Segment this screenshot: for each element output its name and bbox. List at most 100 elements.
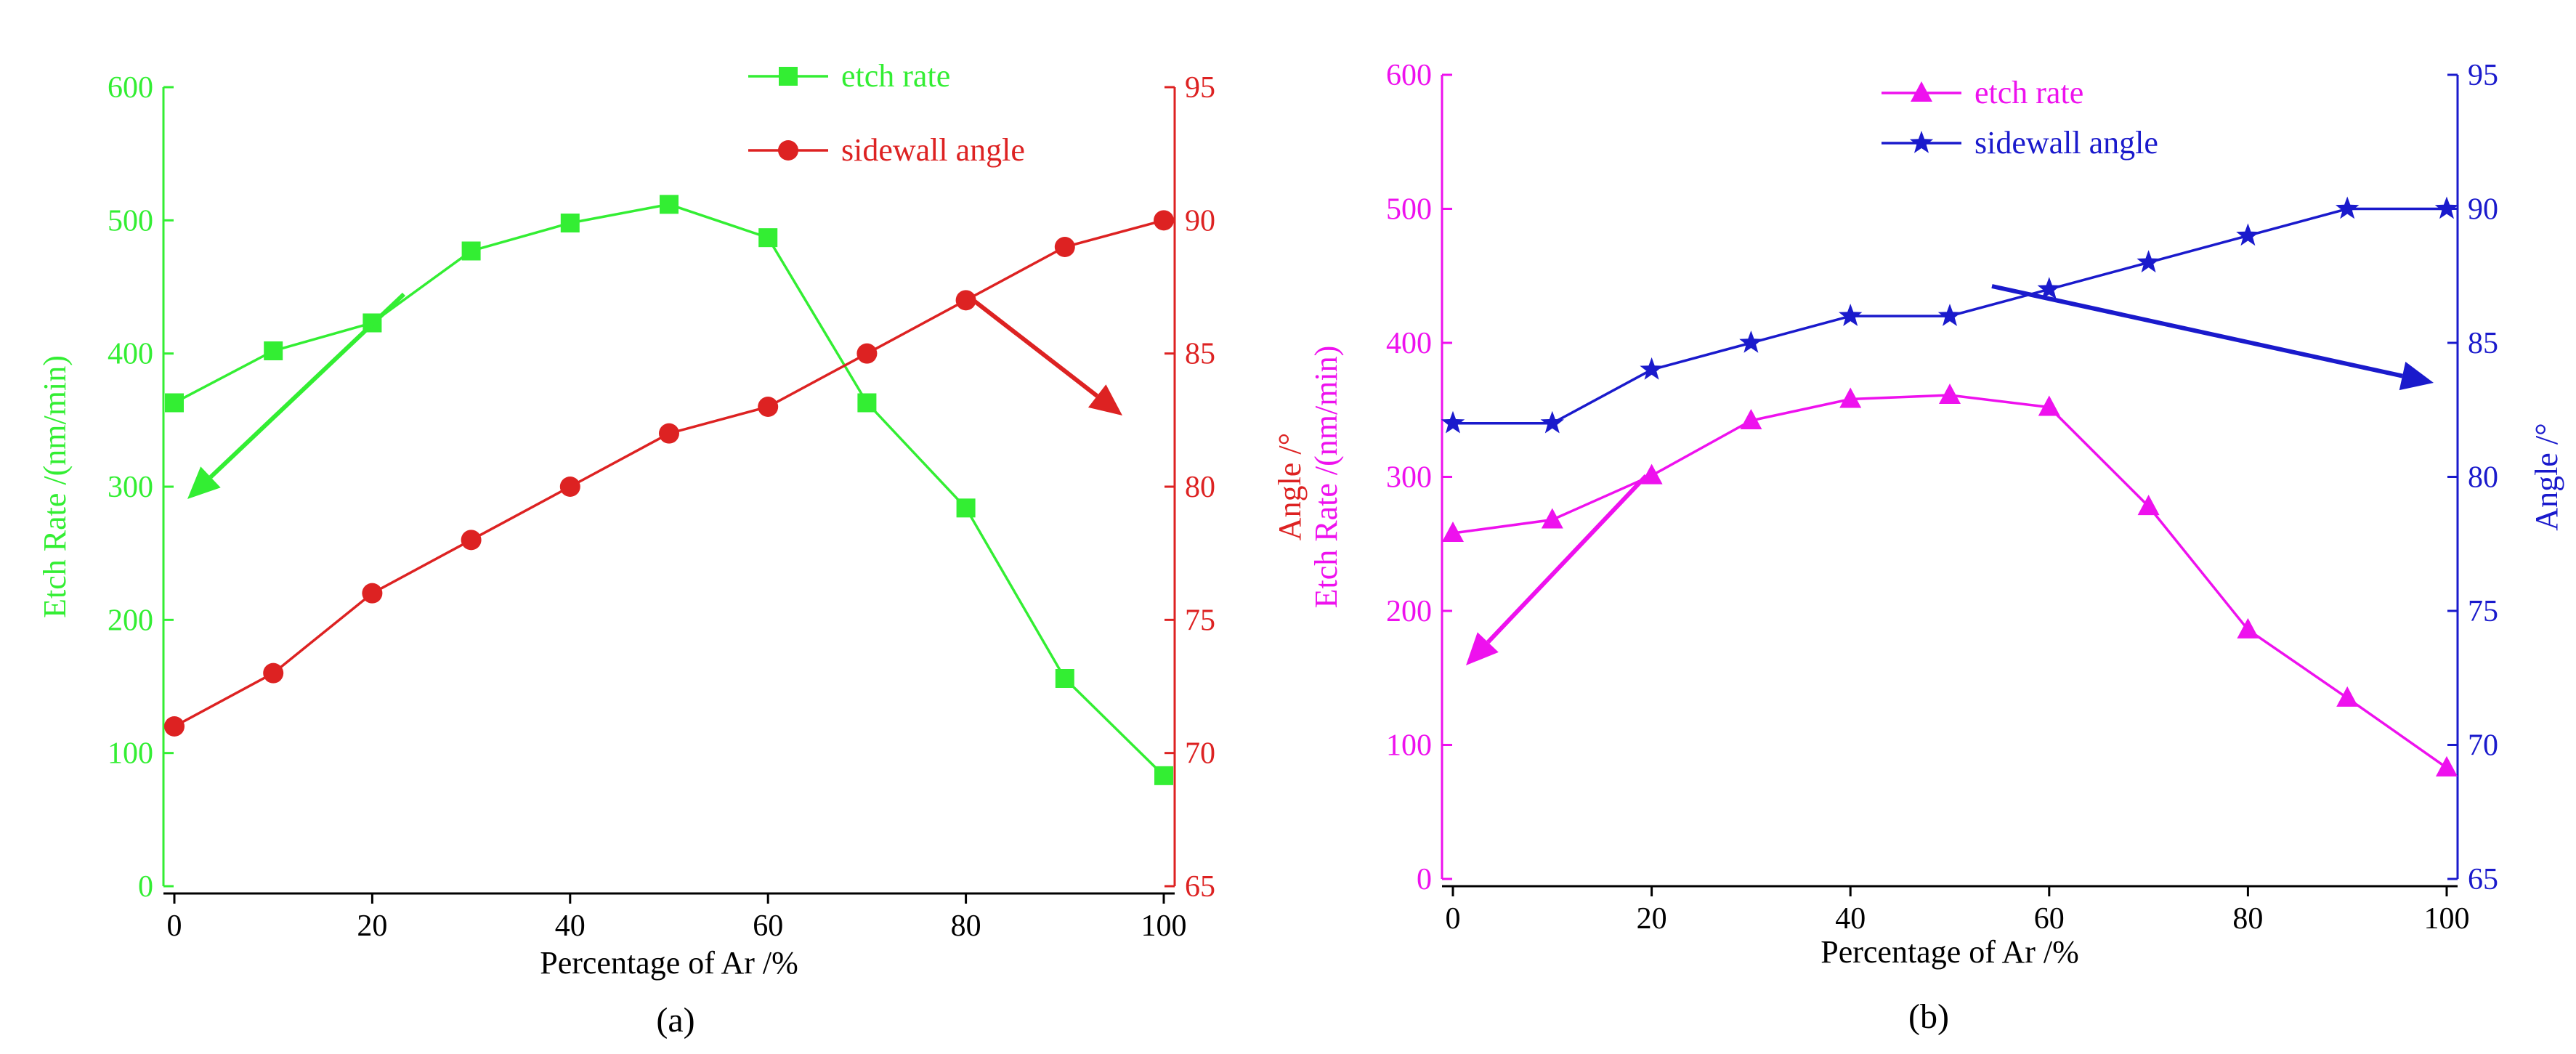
annotation-arrow-etch-rate-head	[1466, 632, 1499, 665]
data-point-etch-rate	[461, 241, 481, 261]
data-point-sidewall-angle	[362, 583, 383, 604]
right-y-tick-label: 70	[2468, 729, 2498, 763]
data-point-etch-rate	[758, 228, 778, 248]
data-point-etch-rate	[165, 393, 184, 413]
data-point-sidewall-angle	[2037, 277, 2061, 299]
left-y-tick-label: 300	[1386, 461, 1432, 495]
data-point-sidewall-angle	[856, 343, 878, 364]
x-tick-label: 20	[357, 909, 387, 943]
legend-label: sidewall angle	[841, 132, 1025, 168]
right-y-tick-label: 75	[1185, 604, 1215, 637]
data-point-sidewall-angle	[559, 477, 580, 497]
legend-label: etch rate	[841, 58, 950, 94]
right-y-tick-label: 80	[2468, 461, 2498, 495]
right-y-tick-label: 95	[1185, 71, 1215, 105]
x-axis-title: Percentage of Ar /%	[540, 945, 798, 981]
left-y-tick-label: 400	[108, 338, 153, 371]
legend-marker	[1911, 81, 1932, 102]
data-point-sidewall-angle	[1441, 410, 1465, 434]
data-point-sidewall-angle	[1739, 331, 1763, 353]
right-y-tick-label: 75	[2468, 595, 2498, 628]
data-point-sidewall-angle	[164, 716, 185, 737]
left-y-tick-label: 200	[108, 604, 153, 637]
left-y-axis-title: Etch Rate /(nm/min)	[1308, 346, 1344, 609]
data-point-sidewall-angle	[1640, 357, 1664, 380]
series-line-etch-rate	[1452, 394, 2448, 769]
x-tick-label: 60	[753, 909, 783, 943]
annotation-arrow-etch-rate-head	[187, 466, 221, 499]
data-point-sidewall-angle	[2136, 250, 2160, 273]
series-line-etch-rate	[174, 203, 1165, 777]
left-y-tick-label: 400	[1386, 327, 1432, 360]
right-y-axis-title: Angle /°	[2529, 423, 2564, 530]
data-point-etch-rate	[1541, 508, 1563, 529]
left-y-tick-label: 500	[1386, 193, 1432, 227]
x-tick-label: 0	[1446, 902, 1461, 936]
right-y-tick-label: 80	[1185, 471, 1215, 504]
data-point-etch-rate	[1442, 521, 1464, 542]
right-y-axis-title: Angle /°	[1272, 433, 1308, 540]
data-point-etch-rate	[857, 393, 877, 413]
x-tick-label: 20	[1637, 902, 1667, 936]
data-point-sidewall-angle	[1937, 304, 1962, 326]
data-point-sidewall-angle	[659, 423, 679, 444]
left-y-tick-label: 100	[108, 737, 153, 771]
data-point-sidewall-angle	[2434, 196, 2459, 219]
x-tick-label: 100	[1141, 909, 1187, 943]
data-point-etch-rate	[660, 195, 679, 214]
annotation-arrow-sidewall-angle-shaft	[1991, 284, 2403, 378]
series-line-sidewall-angle	[174, 219, 1165, 728]
x-tick-label: 40	[1835, 902, 1866, 936]
data-point-sidewall-angle	[2236, 223, 2260, 246]
right-y-tick-label: 85	[1185, 338, 1215, 371]
data-point-etch-rate	[1640, 463, 1663, 485]
x-tick-label: 40	[555, 909, 586, 943]
data-point-sidewall-angle	[758, 397, 779, 417]
x-tick-label: 60	[2034, 902, 2065, 936]
data-point-etch-rate	[956, 498, 976, 518]
left-y-tick-label: 0	[138, 870, 153, 904]
left-y-tick-label: 200	[1386, 595, 1432, 628]
right-y-tick-label: 65	[2468, 863, 2498, 896]
data-point-sidewall-angle	[263, 662, 284, 684]
data-point-sidewall-angle	[2336, 196, 2360, 219]
data-point-sidewall-angle	[1154, 210, 1174, 231]
data-point-etch-rate	[2336, 686, 2359, 707]
panel-label: (b)	[1908, 997, 1949, 1036]
annotation-arrow-etch-rate-shaft	[1486, 474, 1648, 644]
data-point-sidewall-angle	[1540, 410, 1564, 434]
annotation-arrow-sidewall-angle-head	[1087, 384, 1122, 415]
left-y-tick-label: 300	[108, 471, 153, 504]
legend-label: sidewall angle	[1974, 125, 2158, 161]
legend-marker	[779, 67, 798, 86]
annotation-arrow-sidewall-angle-head	[2399, 362, 2434, 391]
x-tick-label: 80	[2232, 902, 2263, 936]
right-y-tick-label: 85	[2468, 327, 2498, 360]
data-point-sidewall-angle	[1054, 237, 1075, 257]
annotation-arrow-etch-rate-shaft	[208, 292, 406, 479]
x-tick-label: 100	[2424, 902, 2470, 936]
right-y-tick-label: 90	[1185, 204, 1215, 238]
panel-label: (a)	[656, 1001, 694, 1039]
data-point-etch-rate	[1055, 669, 1074, 688]
data-point-etch-rate	[2137, 495, 2160, 516]
x-axis-title: Percentage of Ar /%	[1820, 934, 2079, 970]
data-point-sidewall-angle	[955, 290, 976, 311]
data-point-etch-rate	[1740, 409, 1762, 430]
data-point-sidewall-angle	[1839, 304, 1863, 326]
left-y-tick-label: 0	[1417, 863, 1432, 896]
legend-marker	[1909, 131, 1934, 153]
right-y-tick-label: 90	[2468, 193, 2498, 227]
right-y-tick-label: 65	[1185, 870, 1215, 904]
x-tick-label: 80	[951, 909, 981, 943]
legend-marker	[778, 140, 798, 161]
data-point-sidewall-angle	[461, 530, 482, 551]
data-point-etch-rate	[1839, 387, 1862, 408]
annotation-arrow-sidewall-angle-shaft	[967, 294, 1099, 398]
data-point-etch-rate	[1939, 383, 1961, 404]
data-point-etch-rate	[2237, 617, 2259, 639]
data-point-etch-rate	[1154, 766, 1173, 785]
